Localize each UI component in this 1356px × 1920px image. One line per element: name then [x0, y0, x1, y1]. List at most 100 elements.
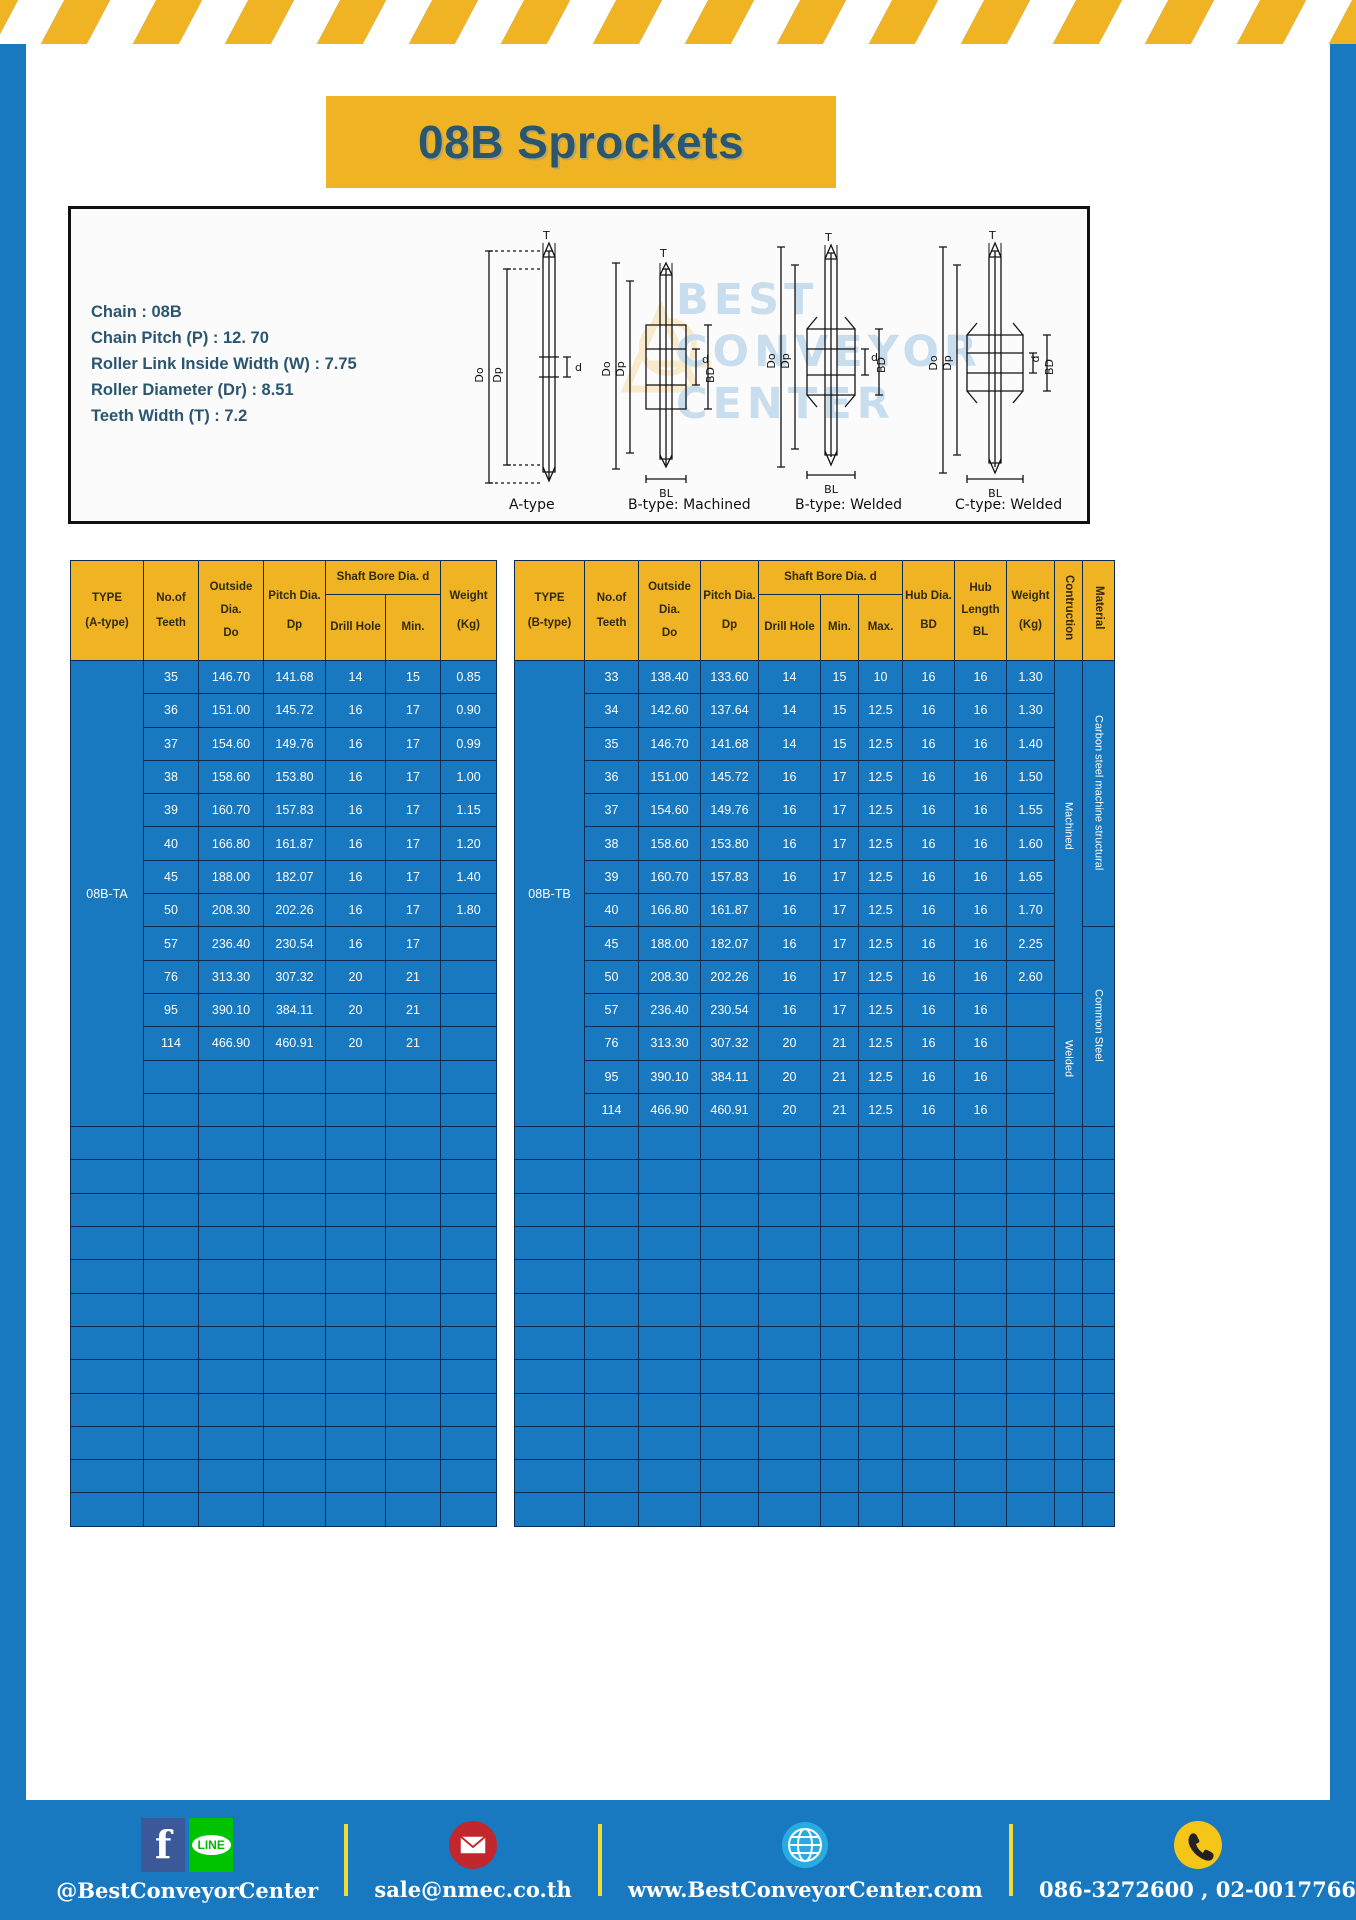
cell-empty	[820, 1392, 859, 1427]
footer-phone-text[interactable]: 086-3272600 , 02-0017766	[1039, 1876, 1356, 1902]
cell-dp: 153.80	[263, 759, 326, 795]
cell-do: 188.00	[638, 926, 701, 961]
cell-min-	[385, 1059, 441, 1094]
table-b-header-row-1: TYPE (B-type) No.of Teeth Outside Dia.	[514, 560, 1115, 661]
table-row	[71, 1059, 497, 1094]
footer-website-text[interactable]: www.BestConveyorCenter.com	[628, 1876, 983, 1902]
email-icon[interactable]	[447, 1819, 499, 1871]
cell-do: 158.60	[638, 826, 701, 861]
cell-dp: 307.32	[263, 959, 326, 994]
cell-empty	[638, 1226, 701, 1261]
cell-empty	[820, 1292, 859, 1327]
cell-empty	[514, 1192, 585, 1228]
cell-empty	[584, 1325, 639, 1361]
footer-facebook-handle[interactable]: @BestConveyorCenter	[56, 1877, 319, 1903]
cell-weight: 1.20	[440, 826, 497, 861]
cell-empty	[758, 1292, 821, 1327]
table-row-blank	[514, 1392, 1115, 1427]
cell-empty	[385, 1459, 441, 1494]
cell-bd: 16	[902, 1059, 955, 1094]
cell-empty	[1082, 1425, 1115, 1461]
cell-dp: 157.83	[700, 859, 759, 895]
cell-weight: 2.25	[1006, 926, 1055, 961]
cell-weight: 1.00	[440, 759, 497, 795]
cell-dp: 149.76	[700, 793, 759, 828]
cell-empty	[70, 1459, 144, 1494]
cell-empty	[263, 1392, 326, 1427]
line-icon[interactable]: LINE	[189, 1817, 234, 1872]
cell-bd: 16	[902, 859, 955, 895]
facebook-icon[interactable]: f	[141, 1817, 186, 1872]
svg-text:A-type: A-type	[509, 497, 555, 513]
table-a-type-wrapper: TYPE (A-type) No.of Teeth Outside Dia.	[70, 560, 497, 1527]
top-chevron-band	[0, 0, 1356, 44]
cell-drill-hole: 16	[325, 826, 386, 861]
cell-empty	[198, 1292, 264, 1327]
cell-empty	[858, 1459, 903, 1494]
cell-empty	[263, 1425, 326, 1461]
cell-do: 146.70	[638, 726, 701, 761]
footer-email-text[interactable]: sale@nmec.co.th	[374, 1876, 572, 1902]
cell-empty	[1054, 1292, 1083, 1327]
cell-do: 158.60	[198, 759, 264, 795]
cell-empty	[143, 1359, 199, 1394]
svg-text:BL: BL	[988, 487, 1003, 500]
cell-empty	[325, 1126, 386, 1161]
cell-empty	[902, 1292, 955, 1327]
cell-dp: 202.26	[263, 893, 326, 928]
cell-weight	[440, 926, 497, 961]
cell-empty	[584, 1359, 639, 1394]
cell-empty	[858, 1159, 903, 1194]
cell-empty	[70, 1492, 144, 1527]
cell-weight: 0.90	[440, 693, 497, 728]
cell-empty	[143, 1425, 199, 1461]
table-b-header-row-2: Drill Hole Min. Max.	[515, 594, 1115, 661]
cell-bl: 16	[954, 659, 1007, 695]
cell-empty	[198, 1159, 264, 1194]
cell-bl: 16	[954, 793, 1007, 828]
th-a-weight: Weight (Kg)	[440, 560, 497, 661]
cell-drill-hole: 16	[325, 926, 386, 961]
cell-construction-welded: Welded	[1054, 992, 1083, 1128]
cell-drill-hole: 20	[758, 1059, 821, 1094]
cell-teeth: 39	[143, 793, 199, 828]
table-row-blank	[514, 1359, 1115, 1394]
cell-bd: 16	[902, 659, 955, 695]
footer-phone[interactable]: 086-3272600 , 02-0017766	[1039, 1819, 1356, 1902]
footer-divider-2	[598, 1824, 602, 1896]
cell-empty	[325, 1325, 386, 1361]
phone-icon[interactable]	[1172, 1819, 1224, 1871]
globe-icon[interactable]	[779, 1819, 831, 1871]
cell-empty	[385, 1325, 441, 1361]
cell-drill-hole: 14	[325, 659, 386, 695]
cell-empty	[638, 1159, 701, 1194]
cell-min-: 17	[820, 893, 859, 928]
cell-dp: 133.60	[700, 659, 759, 695]
cell-empty	[638, 1126, 701, 1161]
cell-bd: 16	[902, 1026, 955, 1061]
cell-do: 236.40	[198, 926, 264, 961]
cell-empty	[70, 1359, 144, 1394]
table-row-blank	[70, 1459, 497, 1494]
cell-teeth: 50	[143, 893, 199, 928]
cell-min-: 17	[820, 992, 859, 1028]
cell-empty	[700, 1425, 759, 1461]
cell-empty	[758, 1159, 821, 1194]
table-row-blank	[70, 1259, 497, 1294]
cell-teeth: 114	[143, 1026, 199, 1061]
cell-dp: 182.07	[700, 926, 759, 961]
cell-min-: 17	[385, 926, 441, 961]
table-row: 08B-TB 33 138.40 133.60 14 15 10 16 16 1.30 Machin…	[514, 659, 1115, 1128]
cell-empty	[1082, 1192, 1115, 1228]
footer-social[interactable]: f LINE @BestConveyorCenter	[56, 1817, 319, 1903]
cell-max-: 12.5	[858, 693, 903, 728]
th-a-type: TYPE (A-type)	[70, 560, 144, 661]
footer-email[interactable]: sale@nmec.co.th	[374, 1819, 572, 1902]
svg-text:T: T	[824, 231, 832, 244]
cell-empty	[700, 1259, 759, 1294]
cell-weight	[440, 992, 497, 1028]
cell-empty	[858, 1325, 903, 1361]
cell-do: 166.80	[638, 893, 701, 928]
footer-website[interactable]: www.BestConveyorCenter.com	[628, 1819, 983, 1902]
cell-empty	[584, 1392, 639, 1427]
